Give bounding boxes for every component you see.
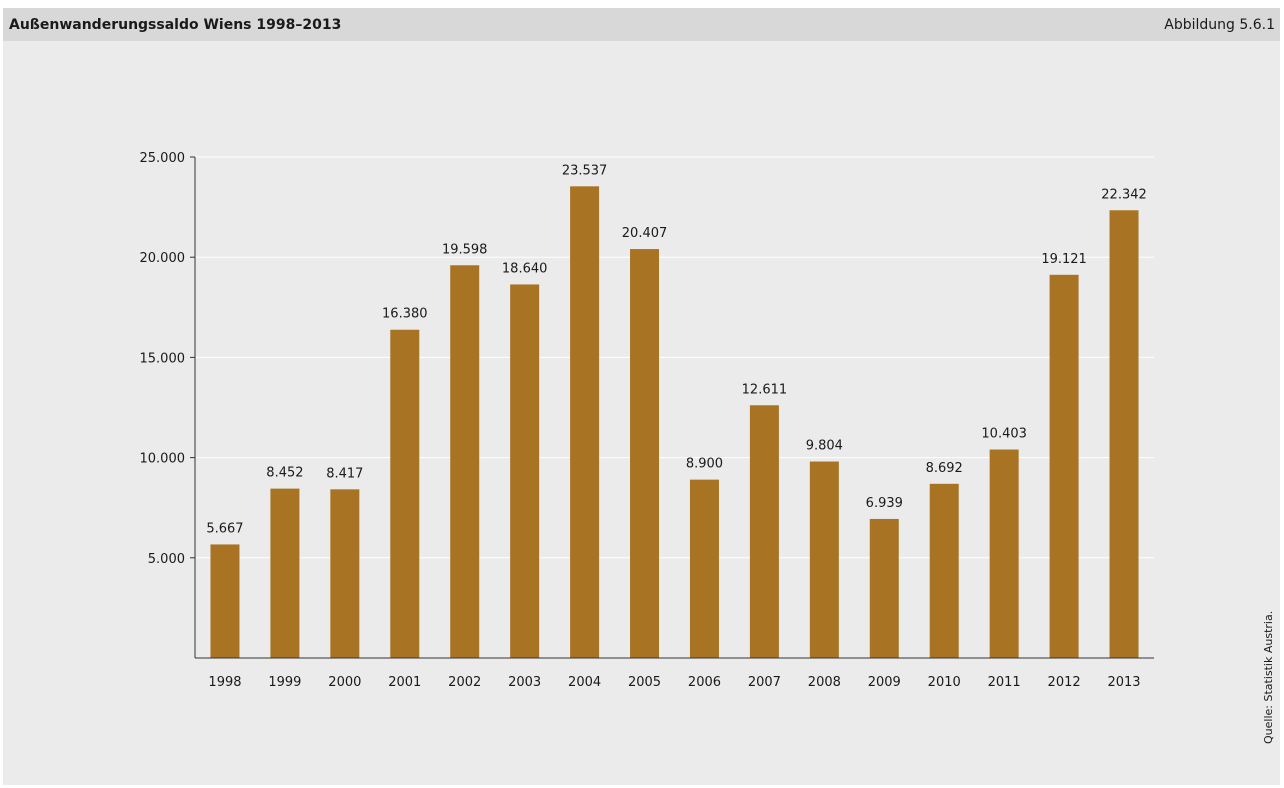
axes [190,156,1154,659]
bar [869,518,899,658]
y-tick-label: 25.000 [140,151,186,166]
x-tick-label: 2003 [508,675,541,690]
bar [749,405,779,658]
data-label: 16.380 [382,307,428,322]
bar [330,489,360,658]
bar [989,449,1019,658]
x-tick-label: 2008 [808,675,841,690]
x-tick-label: 2010 [928,675,961,690]
labels: 5.000 10.000 15.000 20.000 25.000 5.667 1998 8.… [140,151,1147,690]
bar [270,488,300,658]
bar [1109,210,1139,658]
bar [210,544,240,658]
x-tick-label: 2013 [1107,675,1140,690]
data-label: 19.598 [442,242,488,257]
data-label: 12.611 [742,382,788,397]
figure-number: Abbildung 5.6.1 [1164,17,1275,33]
x-tick-label: 2001 [388,675,421,690]
y-tick-label: 10.000 [140,452,186,467]
bar [1049,274,1079,658]
bar [929,483,959,658]
data-label: 8.417 [326,466,363,481]
data-label: 5.667 [206,521,243,536]
x-tick-label: 2009 [868,675,901,690]
bar [390,329,420,658]
x-tick-label: 2011 [988,675,1021,690]
data-label: 22.342 [1101,187,1147,202]
bar [809,461,839,658]
source-note: Quelle: Statistik Austria. [1262,610,1275,744]
bar [689,479,719,658]
bar [450,265,480,658]
y-tick-label: 15.000 [140,351,186,366]
data-label: 8.452 [266,466,303,481]
x-tick-label: 2006 [688,675,721,690]
data-label: 8.692 [926,461,963,476]
x-tick-label: 2002 [448,675,481,690]
chart-title: Außenwanderungssaldo Wiens 1998–2013 [9,17,342,33]
bar [510,284,540,658]
x-tick-label: 2004 [568,675,601,690]
data-label: 6.939 [866,496,903,511]
x-tick-label: 2007 [748,675,781,690]
data-label: 10.403 [981,427,1027,442]
x-tick-label: 2005 [628,675,661,690]
data-label: 8.900 [686,457,723,472]
y-tick-label: 5.000 [148,552,185,567]
bar [570,186,600,658]
y-tick-label: 20.000 [140,251,186,266]
data-label: 20.407 [622,226,668,241]
x-tick-label: 2000 [328,675,361,690]
x-tick-label: 1998 [208,675,241,690]
bars [210,186,1139,659]
data-label: 9.804 [806,439,843,454]
data-label: 18.640 [502,261,548,276]
bar [630,249,660,659]
data-label: 19.121 [1041,252,1087,267]
data-label: 23.537 [562,163,608,178]
x-tick-label: 1999 [268,675,301,690]
x-tick-label: 2012 [1048,675,1081,690]
header-bar [3,8,1280,41]
